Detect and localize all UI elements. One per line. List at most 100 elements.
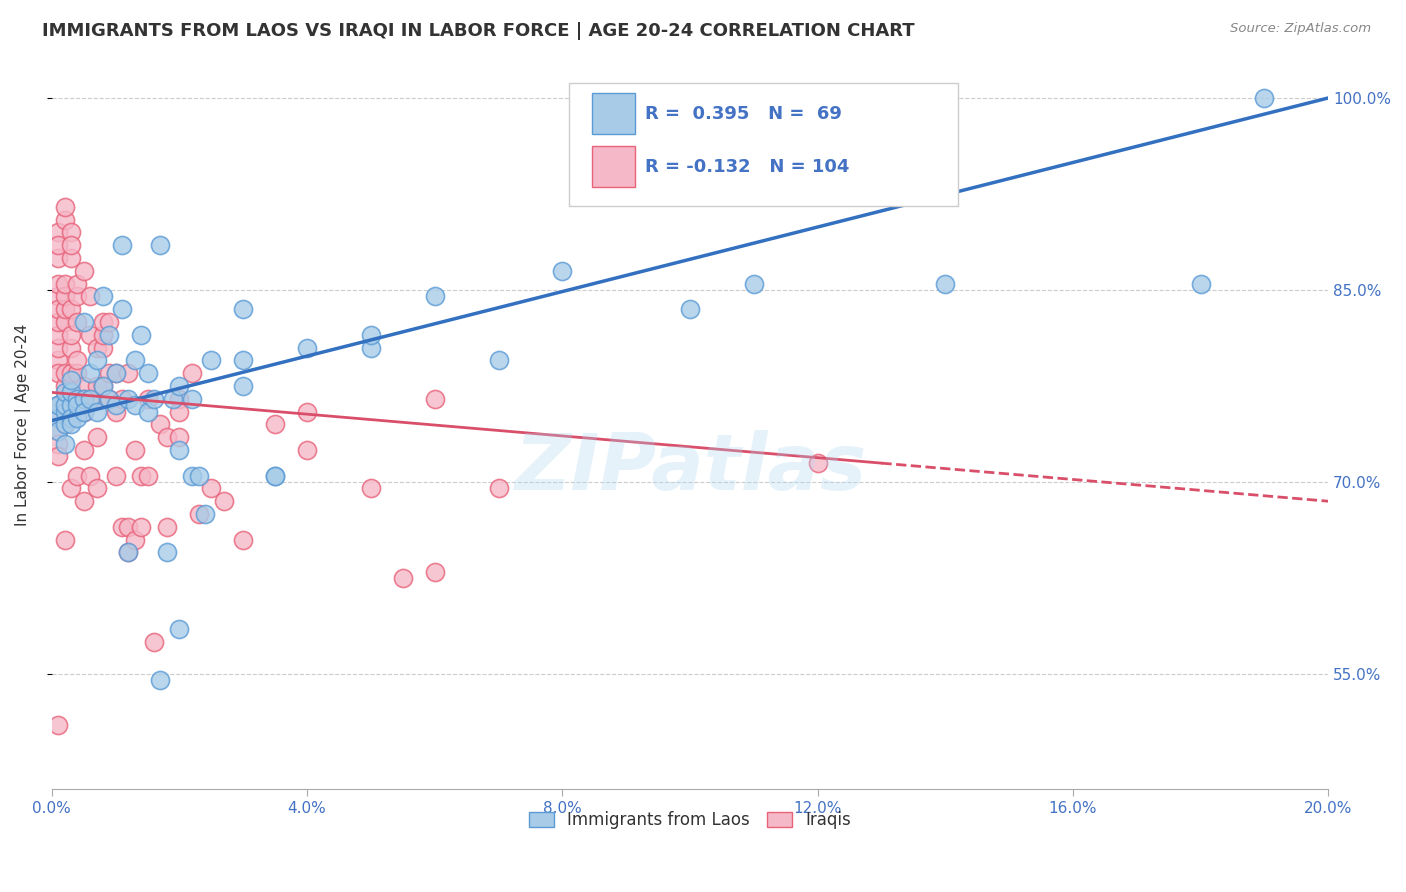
Point: [142, 392, 165, 406]
Point: [295, 404, 318, 418]
Point: [73, 392, 96, 406]
Point: [104, 398, 127, 412]
Point: [423, 565, 446, 579]
Point: [129, 468, 152, 483]
Point: [53, 385, 76, 400]
Point: [98, 392, 121, 406]
Point: [73, 494, 96, 508]
Point: [66, 411, 89, 425]
Point: [73, 315, 96, 329]
Point: [162, 392, 184, 406]
Point: [264, 468, 287, 483]
Point: [807, 456, 830, 470]
Point: [53, 436, 76, 450]
Point: [73, 264, 96, 278]
Point: [46, 277, 69, 291]
Point: [187, 468, 209, 483]
Point: [53, 315, 76, 329]
Point: [1253, 91, 1275, 105]
Point: [124, 398, 146, 412]
Point: [86, 482, 108, 496]
Point: [53, 289, 76, 303]
Point: [59, 392, 82, 406]
Point: [194, 507, 217, 521]
Text: ZIPatlas: ZIPatlas: [513, 430, 866, 506]
Point: [136, 404, 159, 418]
Text: Source: ZipAtlas.com: Source: ZipAtlas.com: [1230, 22, 1371, 36]
Point: [91, 315, 114, 329]
Point: [104, 404, 127, 418]
Point: [169, 622, 191, 636]
Point: [66, 289, 89, 303]
Point: [59, 417, 82, 432]
Point: [91, 379, 114, 393]
Point: [1189, 277, 1212, 291]
Point: [46, 226, 69, 240]
Point: [46, 411, 69, 425]
Point: [149, 417, 172, 432]
Point: [59, 366, 82, 380]
Point: [66, 366, 89, 380]
FancyBboxPatch shape: [592, 93, 636, 134]
Point: [187, 507, 209, 521]
Point: [59, 341, 82, 355]
Point: [91, 379, 114, 393]
Point: [117, 545, 139, 559]
Point: [86, 404, 108, 418]
Point: [156, 520, 179, 534]
Point: [73, 442, 96, 457]
Point: [73, 404, 96, 418]
Point: [295, 442, 318, 457]
Point: [295, 341, 318, 355]
Point: [66, 392, 89, 406]
Point: [232, 533, 254, 547]
Point: [46, 353, 69, 368]
Point: [46, 398, 69, 412]
Point: [264, 417, 287, 432]
Point: [53, 212, 76, 227]
Point: [232, 302, 254, 317]
Point: [46, 238, 69, 252]
Point: [124, 442, 146, 457]
Point: [53, 200, 76, 214]
Point: [149, 238, 172, 252]
Text: IMMIGRANTS FROM LAOS VS IRAQI IN LABOR FORCE | AGE 20-24 CORRELATION CHART: IMMIGRANTS FROM LAOS VS IRAQI IN LABOR F…: [42, 22, 915, 40]
Text: R =  0.395   N =  69: R = 0.395 N = 69: [645, 105, 842, 123]
Point: [104, 366, 127, 380]
Point: [149, 673, 172, 688]
Point: [53, 302, 76, 317]
Point: [59, 482, 82, 496]
Point: [169, 392, 191, 406]
Point: [104, 468, 127, 483]
Point: [66, 315, 89, 329]
Point: [59, 404, 82, 418]
Point: [870, 91, 893, 105]
Point: [46, 315, 69, 329]
Point: [91, 327, 114, 342]
Point: [91, 341, 114, 355]
Point: [360, 327, 382, 342]
Point: [136, 392, 159, 406]
Point: [111, 302, 134, 317]
Point: [129, 327, 152, 342]
Point: [46, 398, 69, 412]
Point: [73, 392, 96, 406]
Point: [59, 238, 82, 252]
Point: [98, 366, 121, 380]
Point: [360, 341, 382, 355]
Point: [423, 392, 446, 406]
Point: [66, 398, 89, 412]
Point: [232, 353, 254, 368]
Point: [46, 424, 69, 438]
Point: [46, 436, 69, 450]
Point: [46, 398, 69, 412]
Point: [59, 379, 82, 393]
Point: [136, 468, 159, 483]
Point: [169, 404, 191, 418]
Point: [79, 366, 101, 380]
Point: [53, 379, 76, 393]
Point: [169, 442, 191, 457]
Point: [181, 468, 204, 483]
Point: [111, 238, 134, 252]
Point: [117, 520, 139, 534]
